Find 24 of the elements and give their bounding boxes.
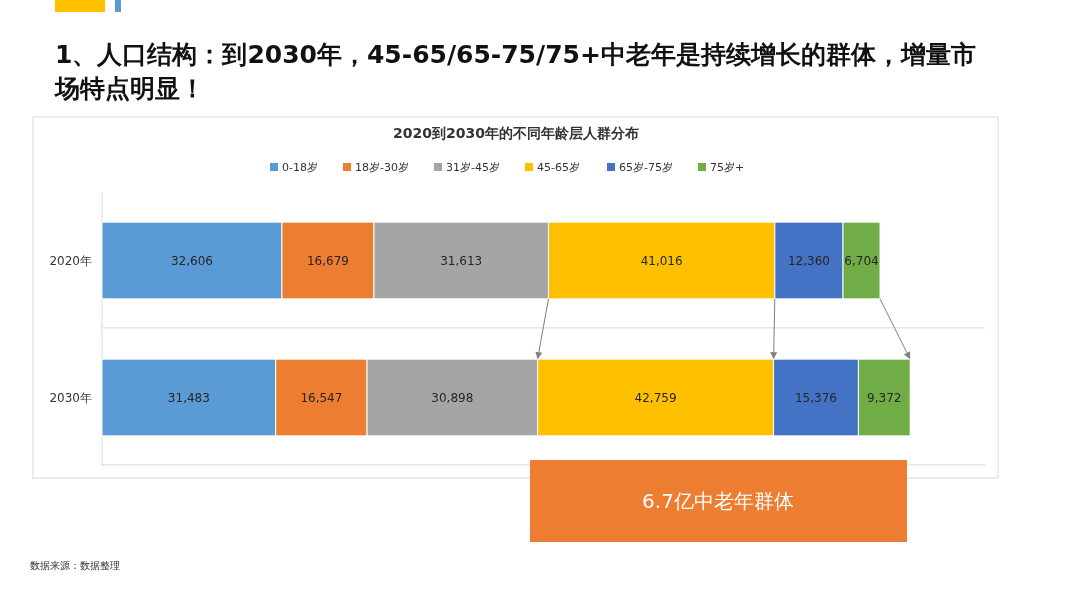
data-label: 9,372 — [867, 390, 902, 405]
data-label: 41,016 — [640, 253, 683, 268]
legend-label: 31岁-45岁 — [446, 160, 500, 174]
data-label: 31,613 — [440, 253, 483, 268]
source-note: 数据来源：数据整理 — [30, 559, 120, 571]
data-label: 15,376 — [794, 390, 837, 405]
text: 6.7亿中老年群体 — [642, 489, 794, 513]
data-label: 12,360 — [787, 253, 830, 268]
y-tick-label: 2020年 — [49, 253, 92, 268]
data-label: 42,759 — [634, 390, 677, 405]
data-label: 6,704 — [844, 253, 879, 268]
data-label: 30,898 — [431, 390, 474, 405]
legend-label: 45-65岁 — [537, 160, 580, 174]
legend-label: 0-18岁 — [282, 160, 318, 174]
data-label: 32,606 — [170, 253, 213, 268]
data-label: 31,483 — [167, 390, 210, 405]
chart-title: 1、人口结构：到2030年，45-65/65-75/75+中老年是持续增长的群体，增量市场特点明显！ — [55, 39, 977, 105]
legend-label: 75岁+ — [710, 160, 745, 174]
chart-subtitle: 2020到2030年的不同年龄层人群分布 — [393, 125, 639, 141]
data-label: 16,547 — [300, 390, 343, 405]
legend-label: 65岁-75岁 — [619, 160, 673, 174]
legend-label: 18岁-30岁 — [355, 160, 409, 174]
data-label: 16,679 — [306, 253, 349, 268]
y-tick-label: 2030年 — [49, 390, 92, 405]
